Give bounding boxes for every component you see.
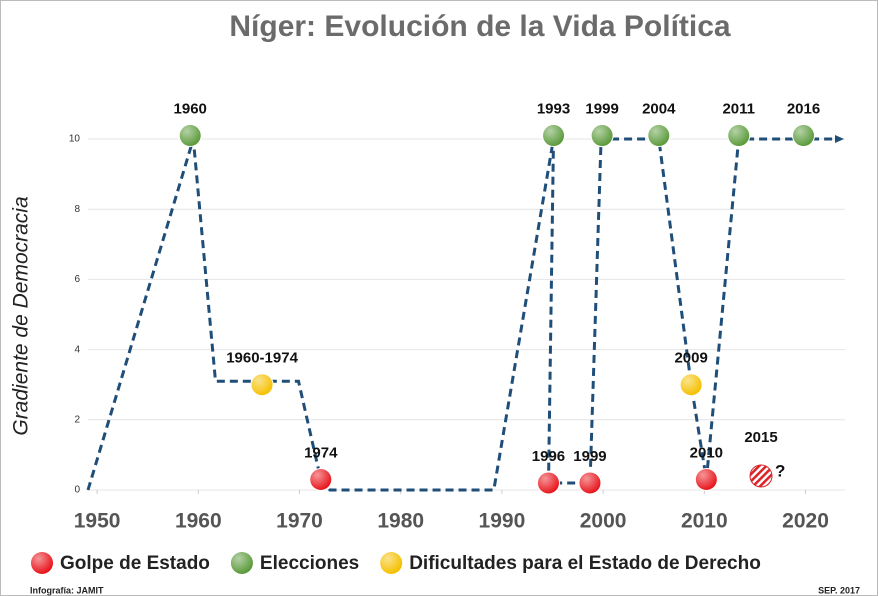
y-tick-label: 8 — [74, 204, 80, 215]
point-label: 1993 — [537, 101, 570, 118]
point-label: 2016 — [787, 101, 820, 118]
footer-right: SEP. 2017 — [818, 585, 860, 595]
point-label: 1999 — [585, 101, 618, 118]
chart-title: Níger: Evolución de la Vida Política — [229, 10, 731, 43]
legend-label: Golpe de Estado — [60, 553, 210, 574]
y-tick-label: 0 — [74, 485, 80, 496]
y-tick-label: 10 — [69, 134, 81, 145]
point-shine — [727, 124, 750, 147]
point-shine — [591, 124, 614, 147]
point-shine — [309, 468, 332, 491]
y-tick-label: 6 — [74, 274, 80, 285]
point-shine — [647, 124, 670, 147]
x-tick-label: 1990 — [479, 510, 526, 533]
legend-shine — [380, 552, 403, 574]
y-tick-label: 4 — [74, 344, 80, 355]
uncertain-note: ? — [775, 461, 785, 480]
point-label: 1999 — [573, 448, 606, 465]
point-shine — [695, 468, 718, 491]
legend-label: Dificultades para el Estado de Derecho — [409, 553, 761, 574]
x-tick-label: 2020 — [782, 510, 829, 533]
x-tick-label: 2010 — [681, 510, 728, 533]
x-tick-label: 1950 — [74, 510, 121, 533]
point-shine — [537, 471, 560, 494]
x-tick-label: 1970 — [276, 510, 323, 533]
point-label: 1960-1974 — [226, 350, 298, 367]
x-tick-label: 2000 — [580, 510, 627, 533]
y-axis-label: Gradiente de Democracia — [10, 196, 33, 435]
point-shine — [179, 124, 202, 147]
point-shine — [792, 124, 815, 147]
point-shine — [680, 373, 703, 396]
uncertain-point — [749, 464, 773, 488]
legend-label: Elecciones — [260, 553, 359, 574]
legend-shine — [230, 552, 253, 574]
point-shine — [542, 124, 565, 147]
point-label: 2010 — [690, 444, 723, 461]
point-label: 2004 — [642, 101, 676, 118]
point-label: 2009 — [674, 350, 707, 367]
point-label: 2015 — [744, 429, 777, 446]
x-tick-label: 1980 — [377, 510, 424, 533]
legend-shine — [31, 552, 53, 574]
y-tick-label: 2 — [74, 414, 80, 425]
point-shine — [578, 471, 601, 494]
point-label: 1996 — [532, 448, 565, 465]
point-label: 1974 — [304, 444, 338, 461]
footer-left: Infografía: JAMIT — [30, 585, 104, 595]
point-label: 2011 — [722, 101, 755, 118]
point-label: 1960 — [174, 101, 207, 118]
x-tick-label: 1960 — [175, 510, 222, 533]
point-shine — [251, 373, 274, 396]
